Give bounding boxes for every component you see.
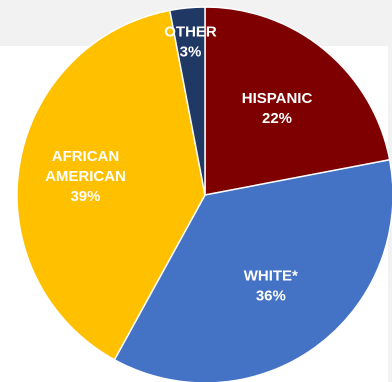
pie-slice-hispanic — [204, 6, 391, 196]
slice-label-hispanic: HISPANIC 22% — [242, 90, 313, 127]
pie-slice-other — [168, 6, 206, 196]
slice-percent-hispanic: 22% — [262, 110, 292, 127]
slice-label-african-american: AFRICAN AMERICAN 39% — [45, 148, 126, 205]
slice-label-white: WHITE* 36% — [244, 268, 298, 305]
slice-name-african-american: AFRICAN — [52, 148, 120, 165]
slice-name-white: WHITE* — [244, 268, 298, 285]
slice-label-other: OTHER 3% — [164, 24, 217, 61]
slice-name-other: OTHER — [164, 24, 217, 41]
slice-percent-african-american: 39% — [70, 188, 100, 205]
slice-percent-other: 3% — [180, 44, 202, 61]
pie-slice-african-american — [16, 9, 206, 361]
slice-name-hispanic: HISPANIC — [242, 90, 313, 107]
slice-name-african-american: AMERICAN — [45, 168, 126, 185]
slice-percent-white: 36% — [256, 288, 286, 305]
